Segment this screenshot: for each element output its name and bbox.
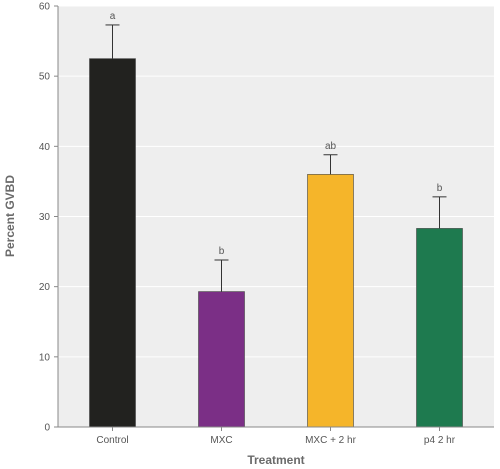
x-tick-label: MXC bbox=[210, 435, 232, 446]
bars bbox=[89, 58, 463, 428]
y-tick-label: 10 bbox=[39, 352, 51, 363]
y-tick-label: 30 bbox=[39, 212, 51, 223]
y-tick-label: 40 bbox=[39, 142, 51, 153]
y-tick-label: 50 bbox=[39, 72, 51, 83]
bar-1 bbox=[198, 291, 245, 428]
bar-0 bbox=[89, 58, 136, 428]
significance-label-3: b bbox=[437, 183, 443, 194]
y-axis-title: Percent GVBD bbox=[3, 175, 17, 257]
x-tick-label: MXC + 2 hr bbox=[305, 435, 357, 446]
x-tick-label: p4 2 hr bbox=[424, 435, 456, 446]
significance-label-1: b bbox=[219, 246, 225, 257]
x-tick-labels: Control MXC MXC + 2 hr p4 2 hr bbox=[96, 427, 456, 446]
x-axis-title: Treatment bbox=[247, 453, 304, 467]
error-bars bbox=[105, 24, 447, 292]
y-tick-label: 60 bbox=[39, 2, 51, 13]
y-tick-label: 0 bbox=[44, 423, 50, 434]
significance-label-2: ab bbox=[325, 141, 337, 152]
x-tick-label: Control bbox=[96, 435, 128, 446]
bar-2 bbox=[307, 174, 354, 428]
bar-3 bbox=[416, 228, 463, 428]
y-tick-labels: 0 10 20 30 40 50 60 bbox=[39, 2, 58, 434]
y-tick-label: 20 bbox=[39, 282, 51, 293]
significance-label-0: a bbox=[110, 11, 116, 22]
